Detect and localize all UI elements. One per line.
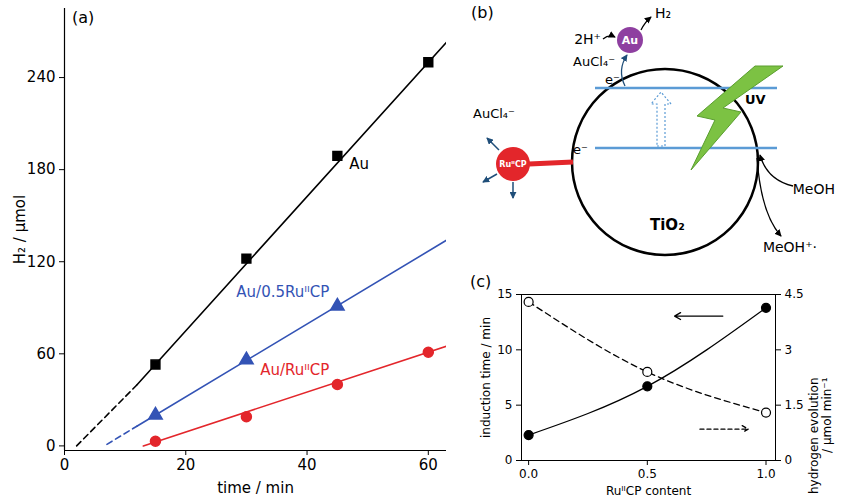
svg-text:60: 60 bbox=[36, 345, 55, 363]
svg-text:Au: Au bbox=[349, 155, 369, 173]
svg-text:0: 0 bbox=[785, 453, 793, 467]
svg-text:TiO₂: TiO₂ bbox=[650, 216, 685, 234]
html-text:(a): (a) bbox=[72, 8, 95, 27]
svg-text:2H⁺: 2H⁺ bbox=[574, 31, 601, 47]
svg-text:240: 240 bbox=[27, 68, 56, 86]
svg-text:0: 0 bbox=[60, 456, 70, 474]
svg-text:time / min: time / min bbox=[217, 479, 294, 497]
svg-text:induction time / min: induction time / min bbox=[479, 317, 493, 438]
svg-text:60: 60 bbox=[419, 456, 438, 474]
svg-text:H₂ / μmol: H₂ / μmol bbox=[11, 195, 29, 264]
svg-text:120: 120 bbox=[27, 253, 56, 271]
svg-text:(b): (b) bbox=[471, 3, 494, 22]
svg-text:15: 15 bbox=[497, 287, 512, 301]
svg-text:RuᴵᴵCP content: RuᴵᴵCP content bbox=[606, 484, 692, 498]
html-text:(c): (c) bbox=[470, 272, 492, 291]
svg-text:Au/0.5RuᴵᴵCP: Au/0.5RuᴵᴵCP bbox=[236, 283, 329, 301]
svg-text:e⁻: e⁻ bbox=[605, 72, 620, 87]
svg-text:Au: Au bbox=[622, 34, 638, 47]
svg-text:20: 20 bbox=[176, 456, 195, 474]
svg-text:0: 0 bbox=[505, 453, 513, 467]
svg-text:H₂: H₂ bbox=[655, 5, 671, 21]
svg-text:Au/RuᴵᴵCP: Au/RuᴵᴵCP bbox=[260, 361, 329, 379]
svg-text:4.5: 4.5 bbox=[785, 287, 804, 301]
svg-text:1.5: 1.5 bbox=[785, 398, 804, 412]
svg-text:10: 10 bbox=[497, 343, 512, 357]
svg-text:3: 3 bbox=[785, 343, 793, 357]
svg-text:MeOH⁺·: MeOH⁺· bbox=[763, 239, 817, 255]
svg-text:hydrogen evolution/ μmol min⁻¹: hydrogen evolution/ μmol min⁻¹ bbox=[807, 377, 834, 494]
svg-text:1.0: 1.0 bbox=[756, 467, 775, 481]
svg-text:0.5: 0.5 bbox=[638, 467, 657, 481]
svg-text:AuCl₄⁻: AuCl₄⁻ bbox=[473, 106, 515, 121]
svg-text:e⁻: e⁻ bbox=[573, 142, 588, 157]
svg-text:40: 40 bbox=[297, 456, 316, 474]
svg-text:AuCl₄⁻: AuCl₄⁻ bbox=[573, 54, 615, 69]
svg-text:UV: UV bbox=[745, 92, 766, 107]
svg-text:RuᴵᴵCP: RuᴵᴵCP bbox=[499, 160, 526, 169]
svg-text:0: 0 bbox=[46, 437, 56, 455]
svg-text:180: 180 bbox=[27, 160, 56, 178]
svg-text:MeOH: MeOH bbox=[793, 181, 835, 197]
svg-text:5: 5 bbox=[505, 398, 513, 412]
svg-text:0.0: 0.0 bbox=[519, 467, 538, 481]
